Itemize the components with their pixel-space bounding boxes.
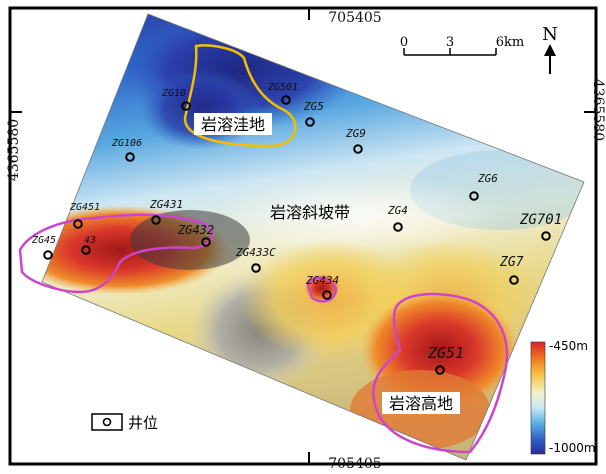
well-marker-zg5	[305, 117, 315, 127]
legend: 井位	[91, 413, 158, 432]
well-label-zg106: ZG106	[111, 138, 142, 149]
well-marker-zg701	[541, 231, 551, 241]
highland-outline-center	[306, 276, 338, 303]
well-marker-zg7	[509, 275, 519, 285]
well-markers: ZG10 ZG501 ZG5 ZG106 ZG9 ZG6 ZG451 ZG431 ZG432 ZG…	[31, 82, 562, 375]
well-marker-zg434	[322, 290, 332, 300]
highland-outline-west	[18, 213, 213, 294]
well-label-zg701: ZG701	[519, 212, 562, 228]
well-marker-zg432	[201, 237, 211, 247]
well-label-zg6: ZG6	[477, 172, 498, 185]
well-marker-zg43	[81, 245, 91, 255]
well-marker-zg501	[281, 95, 291, 105]
well-marker-zg431	[151, 215, 161, 225]
bottom-coordinate: 705405	[328, 456, 381, 472]
well-label-zg45: ZG45	[31, 235, 56, 246]
colorbar: -450m -1000m	[530, 339, 596, 455]
well-label-zg9: ZG9	[345, 127, 366, 140]
well-label-zg433c: ZG433C	[235, 246, 276, 259]
map-frame	[8, 6, 598, 466]
well-label-zg10: ZG10	[161, 88, 186, 99]
scale-tick-3: 3	[446, 35, 454, 50]
scale-tick-0: 0	[400, 35, 408, 50]
well-marker-zg451	[73, 219, 83, 229]
right-coordinate: 4365580	[590, 79, 606, 141]
left-coordinate: 4365580	[6, 119, 22, 181]
colorbar-min-label: -1000m	[549, 441, 596, 455]
north-label: N	[542, 24, 558, 45]
scale-tick-6: 6km	[496, 35, 524, 50]
north-arrow: N	[542, 24, 558, 74]
depression-label-box	[194, 113, 272, 135]
depression-label: 岩溶洼地	[201, 115, 265, 134]
well-label-zg51: ZG51	[427, 344, 464, 362]
well-marker-zg106	[125, 152, 135, 162]
highland-label: 岩溶高地	[389, 394, 453, 413]
well-label-zg451: ZG451	[69, 202, 100, 213]
well-marker-zg6	[469, 191, 479, 201]
map-boundary	[41, 13, 585, 461]
depression-outline	[183, 44, 297, 148]
scale-bar: 0 3 6km	[400, 35, 524, 56]
north-arrow-head	[544, 44, 556, 56]
well-marker-zg9	[353, 144, 363, 154]
well-marker-zg4	[393, 222, 403, 232]
well-marker-zg433c	[251, 263, 261, 273]
well-label-zg434: ZG434	[305, 274, 339, 287]
well-label-zg7: ZG7	[499, 255, 524, 270]
well-label-zg4: ZG4	[387, 204, 408, 217]
legend-well-label: 井位	[128, 414, 158, 432]
well-marker-zg45	[43, 250, 53, 260]
well-label-zg5: ZG5	[303, 100, 324, 113]
top-coordinate: 705405	[328, 10, 381, 26]
slope-label: 岩溶斜坡带	[270, 203, 350, 222]
highland-label-box	[382, 392, 460, 414]
well-label-zg431: ZG431	[149, 198, 183, 211]
well-marker-zg51	[435, 365, 445, 375]
well-label-zg43: 43	[84, 235, 96, 246]
well-marker-zg10	[181, 101, 191, 111]
colorbar-max-label: -450m	[549, 339, 588, 353]
highland-outline-east	[372, 292, 509, 454]
well-label-zg501: ZG501	[267, 82, 298, 93]
well-label-zg432: ZG432	[177, 223, 214, 237]
legend-well-icon	[102, 417, 112, 427]
